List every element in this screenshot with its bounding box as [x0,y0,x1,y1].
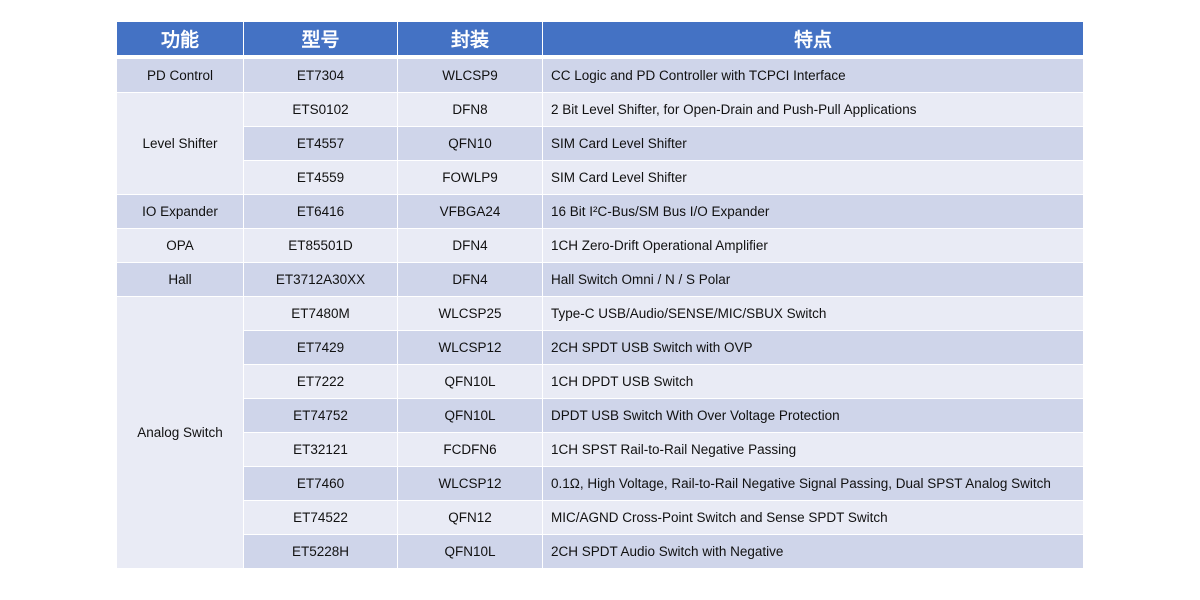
features-cell: 16 Bit I²C-Bus/SM Bus I/O Expander [542,194,1084,229]
package-cell: QFN10L [397,364,543,399]
package-cell: DFN8 [397,92,543,127]
package-cell: FOWLP9 [397,160,543,195]
table-row: ET4559 FOWLP9 SIM Card Level Shifter [117,160,1084,195]
table-row: ET74522 QFN12 MIC/AGND Cross-Point Switch … [117,500,1084,535]
package-cell: WLCSP12 [397,330,543,365]
function-cell: OPA [116,228,244,263]
table-row: ET32121 FCDFN6 1CH SPST Rail-to-Rail Negat… [117,432,1084,467]
features-cell: DPDT USB Switch With Over Voltage Protec… [542,398,1084,433]
model-cell: ET7222 [243,364,398,399]
features-cell: SIM Card Level Shifter [542,160,1084,195]
function-cell: Analog Switch [116,296,244,569]
table-row: ET5228H QFN10L 2CH SPDT Audio Switch with … [117,534,1084,569]
model-cell: ET32121 [243,432,398,467]
table-row: ET7460 WLCSP12 0.1Ω, High Voltage, Rail-to… [117,466,1084,501]
features-cell: 0.1Ω, High Voltage, Rail-to-Rail Negativ… [542,466,1084,501]
header-model: 型号 [243,21,398,59]
table-row: ET7429 WLCSP12 2CH SPDT USB Switch with OV… [117,330,1084,365]
table-row: ET4557 QFN10 SIM Card Level Shifter [117,126,1084,161]
package-cell: QFN10L [397,398,543,433]
function-cell: Hall [116,262,244,297]
header-function: 功能 [116,21,244,59]
package-cell: DFN4 [397,228,543,263]
package-cell: QFN12 [397,500,543,535]
model-cell: ET7460 [243,466,398,501]
model-cell: ET85501D [243,228,398,263]
features-cell: CC Logic and PD Controller with TCPCI In… [542,56,1084,93]
table-row: ET74752 QFN10L DPDT USB Switch With Over V… [117,398,1084,433]
features-cell: 1CH Zero-Drift Operational Amplifier [542,228,1084,263]
table-row: ET7222 QFN10L 1CH DPDT USB Switch [117,364,1084,399]
package-cell: FCDFN6 [397,432,543,467]
header-package: 封装 [397,21,543,59]
model-cell: ET74752 [243,398,398,433]
product-table: 功能 型号 封装 特点 PD Control ET7304 WLCSP9 CC Log… [116,21,1084,569]
features-cell: 2CH SPDT Audio Switch with Negative [542,534,1084,569]
features-cell: Type-C USB/Audio/SENSE/MIC/SBUX Switch [542,296,1084,331]
features-cell: 2CH SPDT USB Switch with OVP [542,330,1084,365]
model-cell: ET5228H [243,534,398,569]
function-cell: Level Shifter [116,92,244,195]
table-row: Hall ET3712A30XX DFN4 Hall Switch Omni / N … [116,262,1084,297]
package-cell: QFN10 [397,126,543,161]
header-row: 功能 型号 封装 特点 [116,21,1084,59]
model-cell: ET7480M [243,296,398,331]
model-cell: ET4557 [243,126,398,161]
model-cell: ET74522 [243,500,398,535]
table-row: Analog Switch ET7480M WLCSP25 Type-C USB/Au… [116,296,1084,569]
model-cell: ET7429 [243,330,398,365]
function-cell: PD Control [116,56,244,93]
table-row: Level Shifter ETS0102 DFN8 2 Bit Level Shif… [116,92,1084,195]
features-cell: 1CH SPST Rail-to-Rail Negative Passing [542,432,1084,467]
model-cell: ET6416 [243,194,398,229]
features-cell: MIC/AGND Cross-Point Switch and Sense SP… [542,500,1084,535]
package-cell: WLCSP25 [397,296,543,331]
table-row: IO Expander ET6416 VFBGA24 16 Bit I²C-Bus/S… [116,194,1084,229]
table-row: PD Control ET7304 WLCSP9 CC Logic and PD Co… [116,56,1084,93]
package-cell: VFBGA24 [397,194,543,229]
package-cell: WLCSP9 [397,56,543,93]
model-cell: ET7304 [243,56,398,93]
features-cell: SIM Card Level Shifter [542,126,1084,161]
package-cell: QFN10L [397,534,543,569]
model-cell: ETS0102 [243,92,398,127]
header-features: 特点 [542,21,1084,59]
model-cell: ET4559 [243,160,398,195]
package-cell: DFN4 [397,262,543,297]
table-row: OPA ET85501D DFN4 1CH Zero-Drift Operationa… [116,228,1084,263]
features-cell: 2 Bit Level Shifter, for Open-Drain and … [542,92,1084,127]
features-cell: 1CH DPDT USB Switch [542,364,1084,399]
function-cell: IO Expander [116,194,244,229]
package-cell: WLCSP12 [397,466,543,501]
model-cell: ET3712A30XX [243,262,398,297]
features-cell: Hall Switch Omni / N / S Polar [542,262,1084,297]
